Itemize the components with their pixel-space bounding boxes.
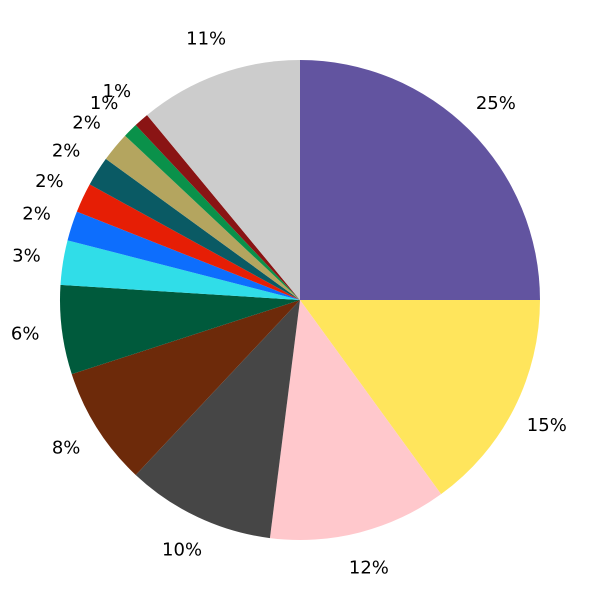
pie-slice: [76, 184, 301, 300]
pie-slice: [89, 158, 300, 300]
pie-slice: [105, 135, 300, 300]
pie-slice: [135, 300, 300, 539]
data-label: 3%: [12, 246, 41, 267]
data-label: 1%: [90, 93, 119, 114]
data-label: 11%: [186, 28, 226, 49]
pie-slice: [269, 300, 442, 541]
data-label: 1%: [103, 81, 132, 102]
pie-slice: [147, 60, 300, 300]
data-label: 15%: [527, 415, 567, 436]
data-label: 8%: [52, 437, 81, 458]
pie-slice: [71, 300, 301, 475]
data-label: 25%: [476, 93, 516, 114]
pie-slice: [300, 300, 540, 495]
data-label: 2%: [35, 171, 64, 192]
data-label: 10%: [162, 540, 202, 561]
data-label: 2%: [72, 112, 101, 133]
pie-slice: [135, 115, 300, 301]
data-label: 2%: [52, 141, 81, 162]
pie-slice: [67, 211, 300, 300]
pie-slice: [60, 240, 300, 300]
data-label: 2%: [22, 203, 51, 224]
pie-slice: [125, 125, 300, 300]
pie-slice: [59, 284, 300, 375]
data-label: 12%: [349, 557, 389, 578]
pie-slice: [300, 60, 540, 300]
data-label: 6%: [11, 324, 40, 345]
